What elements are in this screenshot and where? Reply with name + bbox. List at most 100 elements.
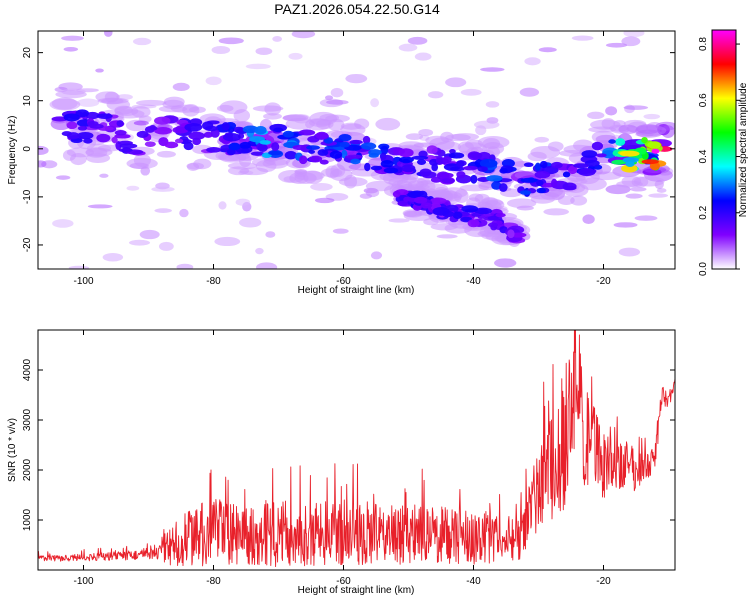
spectrogram-cell xyxy=(477,166,488,172)
spectrogram-cell xyxy=(388,218,410,223)
spectrogram-cell xyxy=(339,141,350,148)
spectrogram-cell xyxy=(634,215,658,221)
spectrogram-cell xyxy=(38,160,47,168)
spectrogram-cell xyxy=(506,198,537,209)
spectrogram-cell xyxy=(314,197,335,204)
spectrogram-cell xyxy=(538,47,557,53)
spectrogram-cell xyxy=(111,136,118,144)
spectrogram-x-tick-label: -100 xyxy=(73,276,93,287)
snr-x-label: Height of straight line (km) xyxy=(298,585,415,596)
spectrogram-cell xyxy=(282,130,294,138)
spectrogram-cell xyxy=(249,136,265,143)
spectrogram-cell xyxy=(499,168,508,174)
spectrogram-cell xyxy=(179,208,189,218)
spectrogram-x-tick-label: -20 xyxy=(596,276,611,287)
spectrogram-cell xyxy=(172,82,190,92)
spectrogram-cell xyxy=(136,130,149,138)
spectrogram-cell xyxy=(417,190,428,199)
spectrogram-cell xyxy=(524,57,541,66)
spectrogram-cell xyxy=(193,158,212,170)
spectrogram-cell xyxy=(308,118,332,127)
spectrogram-cell xyxy=(133,120,149,126)
spectrogram-cell xyxy=(75,109,90,118)
spectrogram-cell xyxy=(636,124,661,134)
spectrogram-cell xyxy=(154,126,173,135)
spectrogram-cell xyxy=(407,36,428,45)
spectrogram-x-tick-label: -60 xyxy=(336,276,351,287)
spectrogram-cell xyxy=(126,157,158,170)
spectrogram-cell xyxy=(495,212,506,218)
spectrogram-cell xyxy=(252,105,284,112)
spectrogram-cell xyxy=(534,171,551,179)
spectrogram-cell xyxy=(383,167,399,174)
spectrogram-cell xyxy=(578,168,596,177)
spectrogram-cell xyxy=(298,155,308,165)
spectrogram-cell xyxy=(392,190,401,198)
colorbar-tick-label: 0.2 xyxy=(698,205,709,219)
spectrogram-cell xyxy=(364,162,371,172)
spectrogram-cell xyxy=(463,165,478,171)
spectrogram-cell xyxy=(126,185,140,191)
spectrogram-cell xyxy=(298,129,316,136)
spectrogram-cell xyxy=(498,183,508,192)
spectrogram-cell xyxy=(271,142,280,152)
spectrogram-cell xyxy=(85,111,100,120)
spectrogram-cell xyxy=(52,219,74,228)
spectrogram-cell xyxy=(158,105,188,113)
spectrogram-frame xyxy=(37,30,676,270)
spectrogram-cell xyxy=(174,138,184,144)
spectrogram-cell xyxy=(66,121,78,130)
spectrogram-y-tick-label: -10 xyxy=(22,189,33,204)
spectrogram-cell xyxy=(176,263,194,269)
spectrogram-cell xyxy=(414,52,432,61)
spectrogram-cell xyxy=(55,90,87,99)
spectrogram-cell xyxy=(96,133,111,143)
spectrogram-cell xyxy=(136,99,167,107)
spectrogram-cell xyxy=(623,105,648,110)
spectrogram-cell xyxy=(507,229,515,239)
spectrogram-cell xyxy=(426,145,438,154)
spectrogram-cell xyxy=(494,258,517,268)
spectrogram-cell xyxy=(482,142,505,155)
spectrogram-cell xyxy=(232,126,246,133)
spectrogram-cell xyxy=(427,91,444,99)
spectrogram-x-label: Height of straight line (km) xyxy=(298,285,415,296)
spectrogram-cell xyxy=(340,123,366,136)
spectrogram-cell xyxy=(263,155,291,166)
colorbar-tick-label: 0.6 xyxy=(698,93,709,107)
spectrogram-cell xyxy=(418,128,434,137)
spectrogram-cell xyxy=(530,194,555,204)
spectrogram-cell xyxy=(430,176,442,183)
spectrogram-cell xyxy=(77,98,100,107)
spectrogram-cell xyxy=(543,208,569,216)
spectrogram-cell xyxy=(633,176,665,187)
spectrogram-cell xyxy=(114,130,127,136)
spectrogram-panel: -100 -80 -60 -40 -20 20 10 0 -10 -20 Height of s… xyxy=(7,30,676,296)
spectrogram-cell xyxy=(77,131,94,140)
spectrogram-cell xyxy=(163,96,185,107)
snr-x-tick-label: -60 xyxy=(336,576,351,587)
spectrogram-cell xyxy=(329,150,343,159)
spectrogram-cell xyxy=(473,120,500,129)
spectrogram-cell xyxy=(465,139,484,150)
spectrogram-cell xyxy=(613,222,638,228)
snr-y-tick-label: 2000 xyxy=(22,458,33,481)
spectrogram-cell xyxy=(442,156,452,164)
snr-x-tick-label: -100 xyxy=(73,576,93,587)
spectrogram-cell xyxy=(326,99,349,105)
spectrogram-cell xyxy=(398,148,414,158)
spectrogram-cell xyxy=(273,127,284,133)
spectrogram-cell xyxy=(119,143,138,149)
spectrogram-y-tick-label: 10 xyxy=(22,95,33,107)
spectrogram-cell xyxy=(536,187,546,194)
spectrogram-cell xyxy=(245,63,271,70)
spectrogram-cell xyxy=(625,193,643,199)
spectrogram-cell xyxy=(255,47,273,55)
spectrogram-cell xyxy=(420,202,433,209)
spectrogram-cell xyxy=(647,141,662,149)
spectrogram-cell xyxy=(268,151,283,156)
spectrogram-cell xyxy=(423,218,439,226)
spectrogram-cell xyxy=(156,150,176,158)
spectrogram-cell xyxy=(401,164,416,173)
